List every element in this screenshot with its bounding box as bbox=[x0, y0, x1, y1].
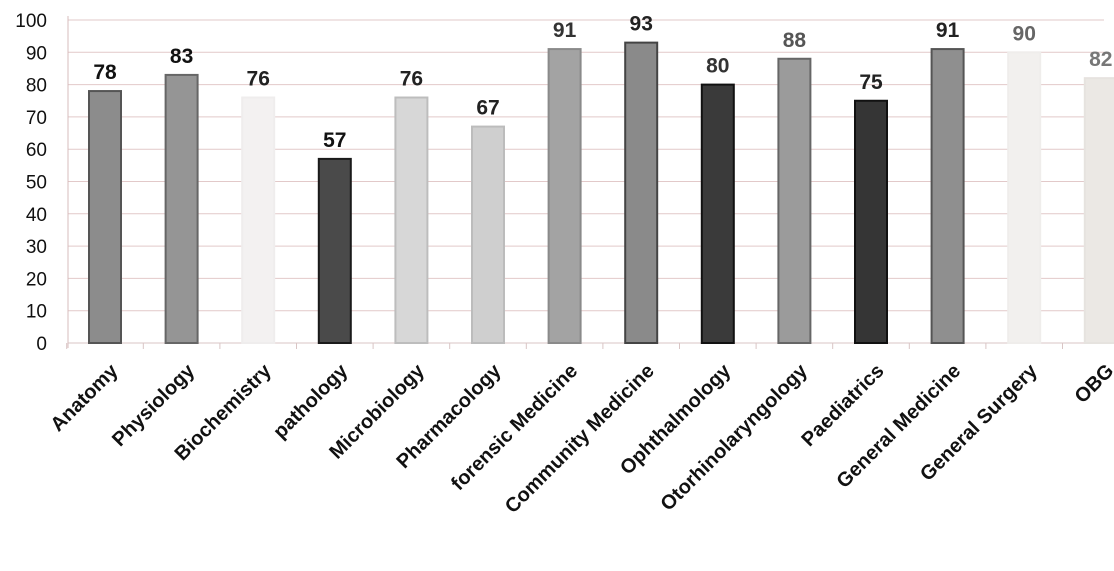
y-tick-label: 40 bbox=[26, 205, 47, 226]
data-label: 91 bbox=[553, 19, 577, 42]
y-tick-label: 10 bbox=[26, 302, 47, 323]
bar-obg bbox=[1083, 77, 1114, 344]
bar-physiology bbox=[164, 73, 199, 344]
category-label: forensic Medicine bbox=[447, 360, 582, 495]
data-label: 76 bbox=[400, 68, 423, 91]
y-tick-label: 60 bbox=[26, 140, 47, 161]
data-label: 88 bbox=[783, 29, 807, 52]
category-label: Anatomy bbox=[46, 359, 123, 436]
data-label: 75 bbox=[859, 71, 883, 94]
category-label-layer: AnatomyPhysiologyBiochemistrypathologyMi… bbox=[46, 359, 1114, 517]
bar-microbiology bbox=[394, 96, 429, 344]
data-label: 82 bbox=[1089, 48, 1112, 71]
y-tick-label: 90 bbox=[26, 43, 47, 64]
y-tick-label: 100 bbox=[15, 11, 47, 32]
data-label: 90 bbox=[1013, 22, 1036, 45]
data-label: 76 bbox=[247, 68, 270, 91]
y-tick-label: 30 bbox=[26, 237, 47, 258]
data-label: 91 bbox=[936, 19, 960, 42]
bar-forensic-medicine bbox=[547, 48, 582, 344]
data-label-layer: 78 83 76 57 76 67 91 93 80 88 75 91 90 82 bbox=[93, 13, 1112, 152]
data-label: 80 bbox=[706, 55, 729, 78]
bar-pathology bbox=[317, 157, 352, 344]
y-tick-label: 20 bbox=[26, 269, 47, 290]
y-tick-label: 70 bbox=[26, 108, 47, 129]
bar-biochemistry bbox=[241, 96, 276, 344]
bar-paediatrics bbox=[854, 99, 888, 344]
bar-otorhinolaryngology bbox=[777, 57, 812, 344]
y-tick-label: 0 bbox=[36, 334, 47, 355]
category-label: Otorhinolaryngology bbox=[657, 359, 813, 515]
bar-community-medicine bbox=[624, 41, 659, 345]
y-tick-label: 50 bbox=[26, 173, 47, 194]
bar-layer bbox=[88, 41, 1114, 345]
data-label: 57 bbox=[323, 129, 346, 152]
bar-general-medicine bbox=[930, 48, 965, 344]
bar-anatomy bbox=[88, 90, 122, 344]
category-label: pathology bbox=[269, 359, 353, 443]
bar-general-surgery bbox=[1007, 51, 1042, 345]
data-label: 67 bbox=[476, 97, 499, 120]
bar-ophthalmology bbox=[700, 83, 735, 344]
category-label: OBG bbox=[1071, 360, 1114, 408]
y-tick-label: 80 bbox=[26, 76, 47, 97]
category-label: Community Medicine bbox=[501, 360, 659, 518]
grid-layer bbox=[68, 19, 1104, 312]
bar-pharmacology bbox=[471, 125, 505, 344]
data-label: 83 bbox=[170, 45, 193, 68]
data-label: 78 bbox=[93, 61, 117, 84]
data-label: 93 bbox=[630, 13, 653, 36]
